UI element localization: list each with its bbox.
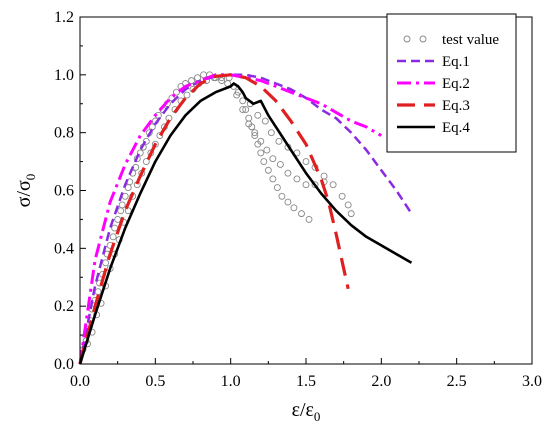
data-point (257, 137, 265, 145)
data-point (298, 210, 305, 218)
legend-label: Eq.2 (442, 76, 470, 92)
legend-label: Eq.1 (442, 54, 470, 70)
data-point (338, 192, 346, 200)
data-point (254, 111, 262, 119)
y-tick-label: 0.2 (54, 298, 74, 315)
data-point (109, 233, 117, 241)
data-point (263, 146, 271, 154)
data-point (218, 77, 226, 85)
data-point (245, 114, 253, 122)
data-point (233, 91, 241, 99)
data-point (347, 210, 355, 218)
series-line-3 (78, 73, 350, 365)
data-point (239, 97, 247, 105)
y-tick-label: 0.0 (54, 356, 74, 373)
data-point (251, 129, 259, 137)
data-point (260, 158, 268, 166)
data-point (148, 123, 156, 131)
legend-item: Eq.4 (397, 120, 470, 136)
data-point (284, 169, 292, 177)
y-axis-label-main: σ/σ (13, 180, 35, 207)
legend-item: Eq.2 (397, 76, 470, 92)
data-point (245, 120, 253, 128)
x-tick-label: 0.5 (145, 373, 165, 390)
data-point (293, 175, 301, 183)
data-point (102, 259, 110, 267)
data-point (142, 158, 150, 166)
legend-label: test value (442, 32, 499, 48)
data-point (257, 149, 265, 157)
legend-item: test value (403, 32, 499, 48)
x-axis-label-subscript: 0 (314, 409, 321, 424)
y-tick-label: 1.0 (54, 67, 74, 84)
legend-label: Eq.4 (442, 120, 470, 136)
data-point (305, 215, 313, 223)
data-point (118, 201, 126, 209)
data-point (156, 132, 164, 140)
data-point (269, 175, 277, 183)
legend-item: Eq.1 (397, 54, 470, 70)
data-point (200, 71, 207, 79)
data-point (136, 149, 144, 157)
x-tick-label: 1.0 (221, 373, 241, 390)
data-point (239, 106, 247, 113)
axis-ticks: 0.0 0.5 1.0 1.5 2.0 2.5 3.0 0.0 0.2 0.4 0.6 0.8 1.0 1… (54, 9, 542, 390)
data-point (302, 181, 310, 189)
y-tick-label: 0.6 (54, 183, 74, 200)
data-point (311, 181, 319, 189)
data-point (329, 181, 337, 189)
data-point (269, 155, 277, 163)
y-tick-label: 0.8 (54, 125, 74, 142)
data-point (188, 77, 195, 85)
y-tick-label: 1.2 (54, 9, 74, 26)
legend-label: Eq.3 (442, 98, 470, 114)
data-point (290, 204, 298, 212)
data-point (142, 137, 150, 145)
x-tick-label: 2.5 (447, 373, 467, 390)
data-point (251, 132, 259, 140)
legend-item: Eq.3 (397, 98, 470, 114)
legend: test value Eq.1 Eq.2 Eq.3 Eq.4 (386, 13, 517, 153)
x-axis-label-main: ε/ε (292, 399, 314, 421)
data-point (284, 198, 292, 206)
data-point (273, 184, 281, 192)
data-point (344, 201, 352, 209)
legend-marker (419, 35, 427, 43)
data-point (302, 158, 310, 166)
y-axis-label: σ/σ0 (13, 174, 38, 208)
y-axis-label-subscript: 0 (23, 174, 38, 181)
data-point (320, 172, 328, 180)
data-point (275, 137, 283, 145)
x-tick-label: 0.0 (70, 373, 90, 390)
data-point (94, 288, 102, 296)
plot-series (78, 71, 413, 365)
data-point (117, 207, 125, 215)
x-tick-label: 1.5 (296, 373, 316, 390)
x-axis-label: ε/ε0 (292, 399, 321, 424)
data-point (242, 106, 250, 113)
data-point (264, 166, 272, 174)
y-tick-label: 0.4 (54, 240, 74, 257)
data-point (267, 129, 275, 137)
x-tick-label: 2.0 (371, 373, 391, 390)
data-point (276, 161, 284, 168)
legend-marker (403, 35, 411, 43)
data-point (278, 192, 286, 200)
data-point (183, 91, 191, 99)
series-line-4 (78, 82, 413, 365)
series-line-1 (78, 73, 413, 365)
series-test-value (79, 71, 355, 353)
data-point (172, 88, 180, 96)
x-tick-label: 3.0 (522, 373, 542, 390)
data-point (261, 117, 269, 125)
